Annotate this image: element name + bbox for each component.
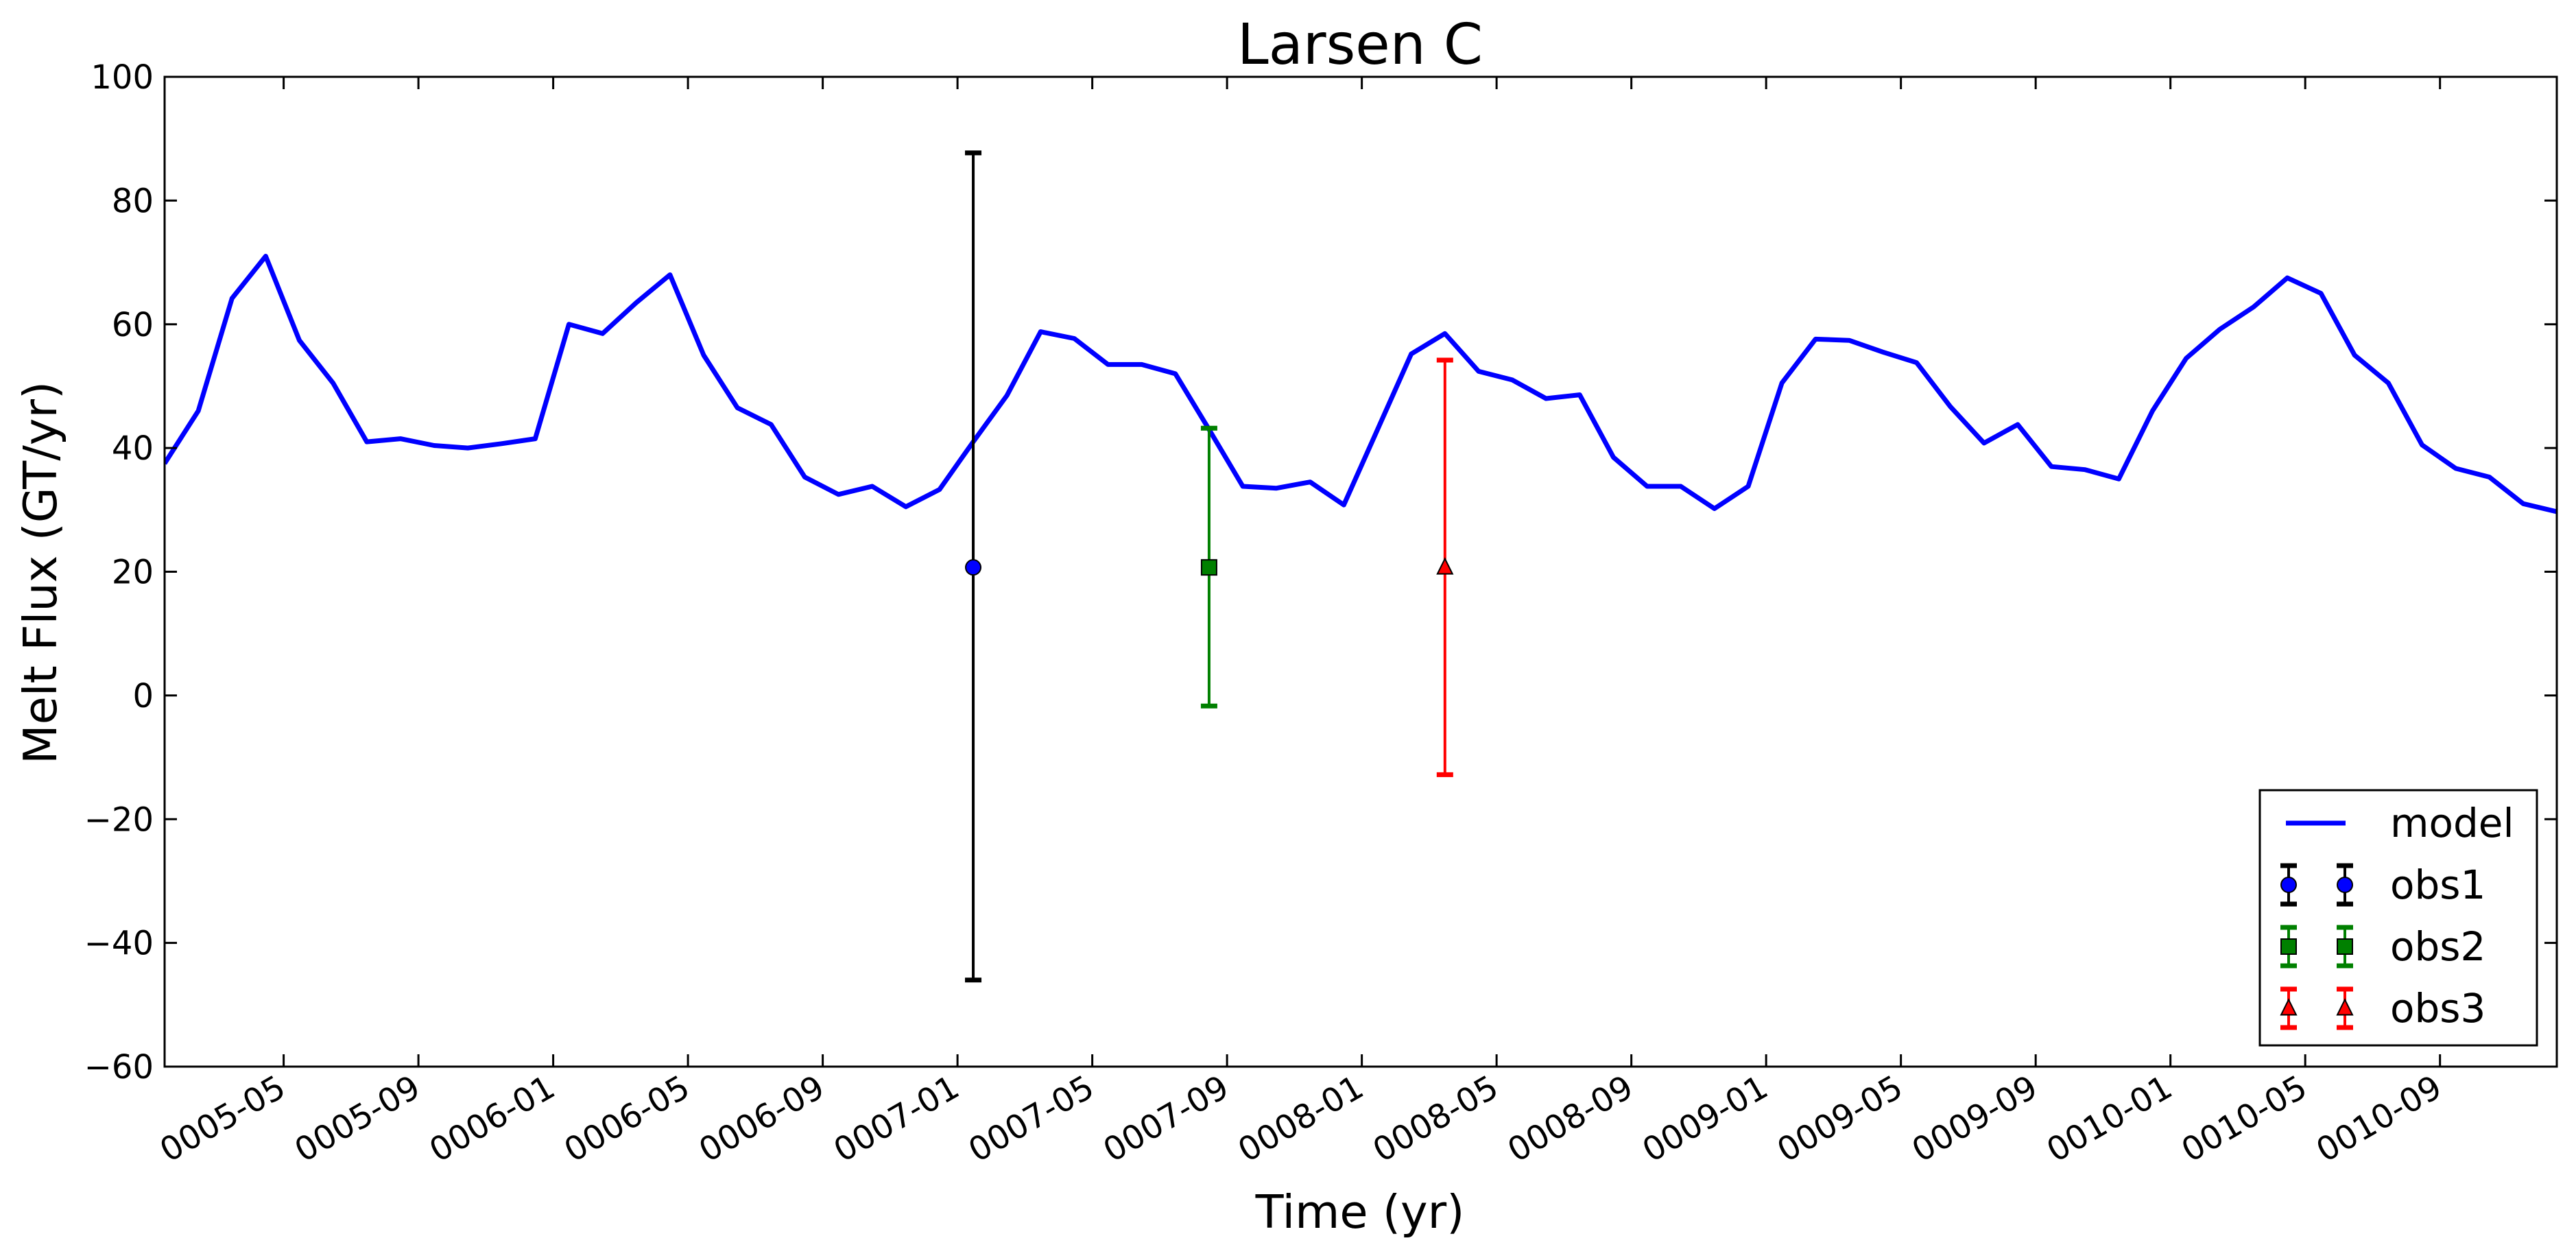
y-tick-label: −60 xyxy=(84,1048,154,1087)
legend-swatch-marker xyxy=(2280,938,2297,955)
legend-label: model xyxy=(2390,800,2514,846)
x-tick-label: 0010-09 xyxy=(2310,1068,2448,1170)
x-tick-label: 0009-05 xyxy=(1771,1068,1909,1170)
x-tick-label: 0009-01 xyxy=(1636,1068,1774,1170)
legend-label: obs2 xyxy=(2390,923,2485,970)
data-point-obs3 xyxy=(1436,557,1454,575)
legend-box xyxy=(2258,789,2538,1047)
x-tick-label: 0005-05 xyxy=(154,1068,292,1170)
errorbar-obs1 xyxy=(965,150,982,983)
x-axis-label: Time (yr) xyxy=(1255,1185,1465,1239)
y-tick-label: 40 xyxy=(112,429,154,468)
x-tick-label: 0010-05 xyxy=(2175,1068,2313,1170)
errorbar-obs2 xyxy=(1200,425,1217,709)
axes: −60−40−200204060801000005-050005-090006-… xyxy=(84,58,2558,1170)
x-tick-label: 0005-09 xyxy=(288,1068,427,1170)
data-point-obs1 xyxy=(965,559,982,576)
x-tick-label: 0007-05 xyxy=(962,1068,1101,1170)
legend-label: obs1 xyxy=(2390,862,2485,908)
legend-entry-obs2: obs2 xyxy=(2280,923,2485,970)
legend-swatch-marker xyxy=(2280,877,2297,893)
x-tick-label: 0006-09 xyxy=(693,1068,831,1170)
legend-swatch-marker xyxy=(2336,998,2354,1016)
x-tick-label: 0007-09 xyxy=(1097,1068,1235,1170)
x-tick-label: 0009-09 xyxy=(1905,1068,2044,1170)
plot-area xyxy=(165,150,2557,983)
x-tick-label: 0006-01 xyxy=(423,1068,562,1170)
y-tick-label: 100 xyxy=(91,58,154,97)
x-tick-label: 0008-09 xyxy=(1501,1068,1640,1170)
y-tick-label: 60 xyxy=(112,306,154,344)
legend-entry-model: model xyxy=(2286,800,2514,846)
legend-label: obs3 xyxy=(2390,985,2485,1032)
errorbar-obs3 xyxy=(1436,357,1454,777)
x-tick-label: 0006-05 xyxy=(558,1068,696,1170)
y-axis-label: Melt Flux (GT/yr) xyxy=(14,381,67,764)
legend-swatch-marker xyxy=(2280,998,2298,1016)
chart-title: Larsen C xyxy=(1237,12,1483,78)
y-tick-label: 20 xyxy=(112,554,154,592)
x-tick-label: 0008-05 xyxy=(1366,1068,1505,1170)
x-tick-label: 0008-01 xyxy=(1232,1068,1370,1170)
y-tick-label: 0 xyxy=(132,677,154,715)
legend-swatch-marker xyxy=(2337,877,2353,893)
legend: model obs1 obs2 obs3 xyxy=(2258,789,2538,1047)
x-tick-label: 0010-01 xyxy=(2040,1068,2179,1170)
y-tick-label: −40 xyxy=(84,925,154,963)
y-tick-label: −20 xyxy=(84,800,154,839)
legend-entry-obs3: obs3 xyxy=(2280,985,2485,1032)
legend-swatch-marker xyxy=(2337,938,2353,955)
data-point-obs2 xyxy=(1200,559,1217,576)
series-line-model xyxy=(165,254,2557,514)
y-tick-label: 80 xyxy=(112,182,154,220)
x-tick-label: 0007-01 xyxy=(827,1068,966,1170)
legend-entry-obs1: obs1 xyxy=(2280,862,2485,908)
plot-frame xyxy=(163,75,2558,1068)
